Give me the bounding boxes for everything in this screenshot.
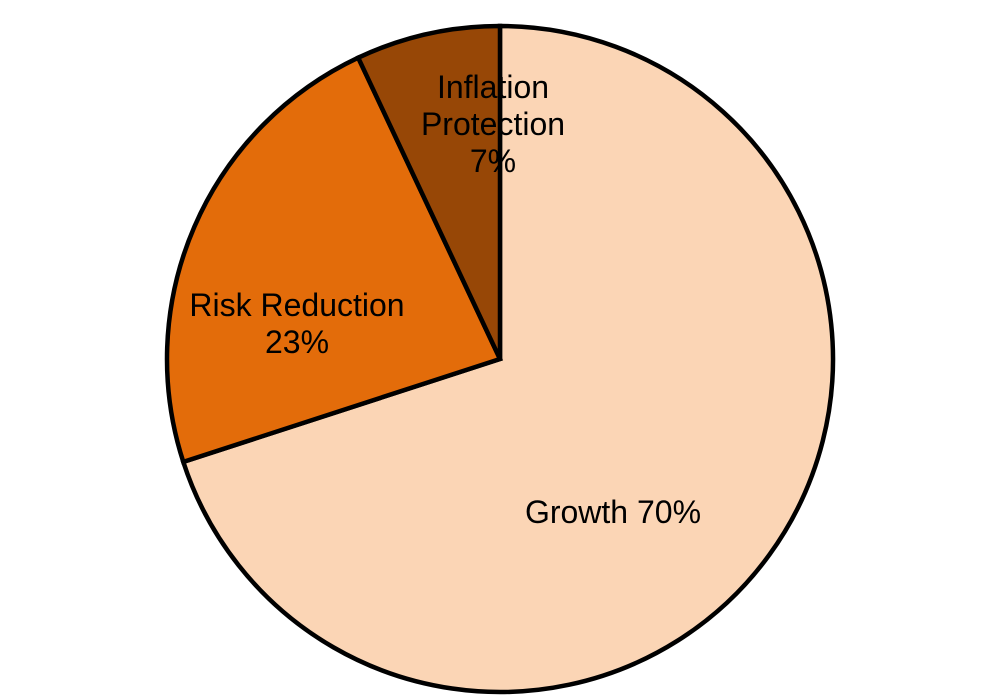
pie-slice-inflation-protection	[355, 23, 503, 360]
pie-slice-risk-reduction	[164, 54, 504, 465]
pie-slice-growth	[180, 23, 836, 695]
